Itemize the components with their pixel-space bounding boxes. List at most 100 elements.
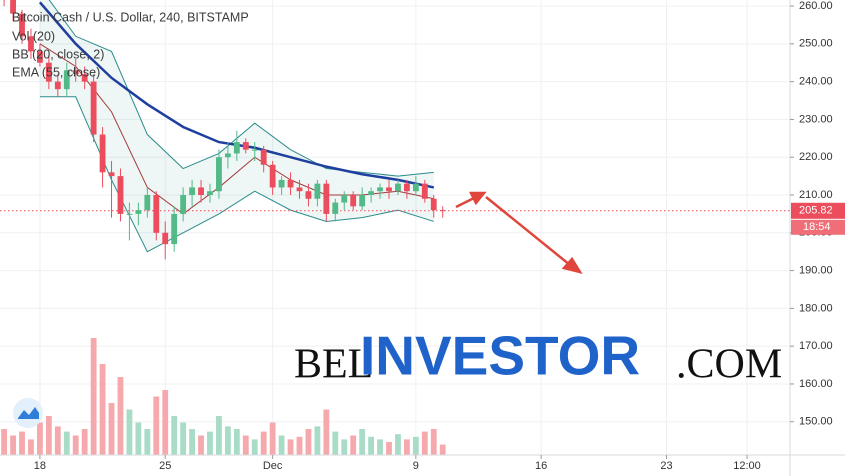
volume-bar xyxy=(260,431,267,455)
volume-bar xyxy=(63,431,70,455)
candle-body xyxy=(278,179,285,188)
x-tick-label: 25 xyxy=(159,460,171,472)
volume-bar xyxy=(403,439,410,455)
volume-bar xyxy=(251,439,258,455)
volume-bar xyxy=(377,439,383,455)
volume-bar xyxy=(395,434,401,455)
volume-bar xyxy=(323,409,330,455)
volume-bar xyxy=(54,426,61,455)
candle-body xyxy=(162,232,169,245)
volume-bar xyxy=(368,436,375,455)
candle-body xyxy=(63,70,70,90)
axes: 150.00160.00170.00180.00190.00200.00210.… xyxy=(34,0,845,472)
candle-body xyxy=(251,149,258,151)
volume-bar xyxy=(1,429,8,455)
x-tick-label: 9 xyxy=(413,460,419,472)
volume-bar xyxy=(207,431,213,455)
y-tick-label: 170.00 xyxy=(799,340,833,352)
candle-body xyxy=(171,213,178,245)
volume-bar xyxy=(126,409,133,455)
volume-bar xyxy=(45,416,52,455)
volume-bar xyxy=(153,396,160,455)
candle-body xyxy=(54,81,61,90)
legend-item: Vol (20) xyxy=(12,29,55,43)
candle-body xyxy=(37,51,43,63)
logo xyxy=(13,398,43,428)
candle-body xyxy=(144,195,151,211)
candle-body xyxy=(207,191,213,195)
candle-body xyxy=(90,81,97,135)
candle-body xyxy=(198,187,204,195)
arrow-line xyxy=(485,196,571,266)
last-price-box xyxy=(791,202,845,219)
candle-body xyxy=(260,149,267,165)
candle-body xyxy=(108,172,115,177)
volume-bar xyxy=(359,429,366,455)
volume-bar xyxy=(180,422,187,455)
arrow-head xyxy=(468,191,487,206)
volume-bar xyxy=(224,426,231,455)
arrows xyxy=(455,191,583,274)
volume-bar xyxy=(278,435,285,455)
candle-body xyxy=(224,153,231,158)
volume-bar xyxy=(439,444,446,455)
bb-fill xyxy=(39,0,434,252)
volume-bar xyxy=(117,377,124,455)
volume-bar xyxy=(242,435,249,455)
volume-bar xyxy=(287,439,294,455)
candle-body xyxy=(386,187,392,192)
candle-body xyxy=(153,195,160,233)
logo-circle xyxy=(13,398,43,428)
x-tick-label: 12:00 xyxy=(733,460,761,472)
x-tick-label: 16 xyxy=(535,460,547,472)
volume xyxy=(1,338,446,455)
x-tick-label: 23 xyxy=(660,460,672,472)
volume-bar xyxy=(72,435,79,455)
volume-bar xyxy=(269,422,276,455)
candle-body xyxy=(439,210,446,212)
watermark: BEL INVESTOR .COM xyxy=(294,325,782,388)
candle-body xyxy=(350,195,357,207)
candle-body xyxy=(242,142,249,150)
volume-bar xyxy=(314,426,321,455)
candle-body xyxy=(45,62,52,82)
watermark-com: .COM xyxy=(676,342,782,388)
legend-item: EMA (55, close) xyxy=(12,65,100,79)
candle-body xyxy=(377,187,383,192)
volume-bar xyxy=(350,435,357,455)
candle-body xyxy=(269,164,276,188)
candle-body xyxy=(117,176,124,214)
candle-body xyxy=(99,134,106,173)
volume-bar xyxy=(90,338,97,455)
candle-body xyxy=(332,202,339,214)
y-tick-label: 150.00 xyxy=(799,416,833,428)
y-tick-label: 260.00 xyxy=(799,0,833,12)
candle-body xyxy=(19,13,25,37)
y-tick-label: 250.00 xyxy=(799,38,833,50)
y-tick-label: 240.00 xyxy=(799,76,833,88)
volume-bar xyxy=(135,422,142,455)
volume-bar xyxy=(216,416,222,455)
candle-body xyxy=(72,70,79,75)
candle-body xyxy=(430,198,437,211)
y-tick-label: 160.00 xyxy=(799,378,833,390)
candle-body xyxy=(314,183,321,199)
volume-bar xyxy=(386,442,392,455)
watermark-investor: INVESTOR xyxy=(360,325,640,387)
candle-body xyxy=(216,157,222,192)
volume-bar xyxy=(412,436,419,455)
volume-bar xyxy=(171,416,178,455)
y-tick-label: 180.00 xyxy=(799,302,833,314)
volume-bar xyxy=(430,429,437,455)
volume-bar xyxy=(332,431,339,455)
volume-bar xyxy=(144,429,151,455)
y-tick-label: 230.00 xyxy=(799,113,833,125)
volume-bar xyxy=(305,429,312,455)
candle-body xyxy=(395,183,401,192)
candles xyxy=(3,0,446,260)
volume-bar xyxy=(296,436,303,455)
watermark-bel: BEL xyxy=(294,342,373,388)
volume-bar xyxy=(198,435,204,455)
